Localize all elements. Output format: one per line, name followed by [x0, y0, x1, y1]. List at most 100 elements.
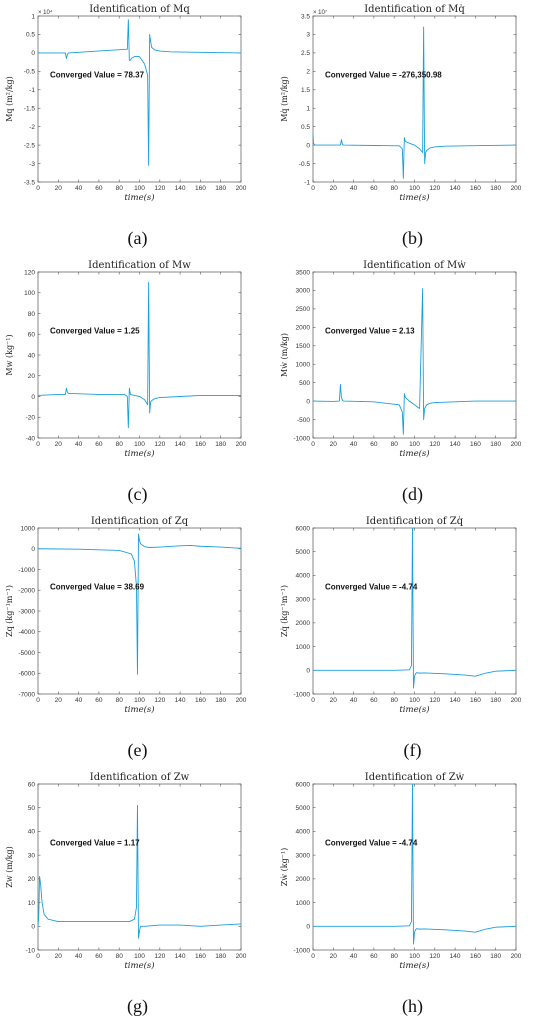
x-tick-label: 100 — [134, 953, 145, 960]
x-tick-label: 140 — [450, 185, 461, 192]
y-tick-label: -3000 — [18, 608, 35, 615]
y-axis-label: Zq̇ (kg⁻¹m⁻¹) — [280, 585, 289, 637]
y-tick-label: 1000 — [296, 362, 311, 369]
x-tick-label: 140 — [450, 697, 461, 704]
x-tick-label: 100 — [134, 185, 145, 192]
y-tick-label: 3.5 — [301, 13, 310, 20]
converged-value-annotation: Converged Value = -4.74 — [325, 582, 418, 591]
y-tick-label: 4000 — [296, 573, 311, 580]
x-tick-label: 0 — [36, 185, 40, 192]
x-tick-label: 60 — [370, 441, 378, 448]
y-tick-label: 60 — [28, 781, 36, 788]
chart-panel-f: Identification of Zq̇ 0 20 40 60 80 100 120 140 1… — [275, 512, 550, 768]
y-exponent-label: × 10⁴ — [38, 9, 53, 16]
x-tick-label: 60 — [95, 953, 103, 960]
y-tick-label: 2000 — [296, 325, 311, 332]
y-axis-label: Mq̇ (m²/kg) — [280, 76, 289, 122]
caption-c: (c) — [127, 484, 148, 504]
x-tick-label: 0 — [311, 441, 315, 448]
series-line — [313, 783, 517, 945]
x-tick-label: 160 — [195, 441, 206, 448]
y-tick-label: -1 — [29, 87, 35, 94]
x-tick-label: 180 — [490, 697, 501, 704]
y-tick-label: -2.5 — [24, 142, 36, 149]
x-tick-label: 80 — [391, 185, 399, 192]
y-tick-label: -1000 — [293, 435, 310, 442]
plot-frame — [312, 271, 517, 439]
x-axis-label: time(s) — [399, 704, 429, 715]
x-tick-label: 20 — [330, 441, 338, 448]
x-tick-label: 200 — [236, 185, 247, 192]
x-tick-label: 160 — [195, 185, 206, 192]
x-axis-label: time(s) — [399, 960, 429, 971]
x-tick-label: 20 — [55, 953, 63, 960]
chart-b-svg: Identification of Mq̇0 20 40 60 80 100 120 140 1… — [280, 4, 522, 203]
y-tick-label: 5000 — [296, 805, 311, 812]
y-tick-label: 0 — [31, 546, 35, 553]
y-tick-label: -500 — [297, 417, 310, 424]
x-tick-label: 120 — [429, 185, 440, 192]
x-tick-label: 200 — [511, 185, 522, 192]
y-tick-label: 40 — [28, 829, 36, 836]
series-line — [38, 19, 242, 166]
chart-panel-d: Identification of Mẇ 0 20 40 60 80 100 120 140 16… — [275, 256, 550, 512]
y-tick-label: -1000 — [293, 691, 310, 698]
x-tick-label: 200 — [511, 953, 522, 960]
converged-value-annotation: Converged Value = 1.25 — [50, 326, 140, 335]
caption-d: (d) — [402, 484, 423, 504]
x-tick-label: 0 — [36, 953, 40, 960]
y-tick-label: -1 — [304, 179, 310, 186]
x-tick-label: 140 — [175, 953, 186, 960]
x-tick-label: 0 — [311, 953, 315, 960]
x-tick-label: 80 — [391, 953, 399, 960]
converged-value-annotation: Converged Value = -4.74 — [325, 838, 418, 847]
y-tick-label: 1.5 — [301, 87, 310, 94]
y-axis-label: Zw (m/kg) — [5, 846, 14, 887]
x-tick-label: 140 — [175, 441, 186, 448]
x-tick-label: 0 — [311, 185, 315, 192]
y-tick-label: 0 — [306, 398, 310, 405]
x-tick-label: 100 — [409, 953, 420, 960]
y-tick-label: 60 — [28, 332, 36, 339]
chart-panel-g: Identification of Zw 0 20 40 60 80 100 120 140 16… — [0, 768, 275, 1024]
y-tick-label: -40 — [26, 435, 36, 442]
x-tick-label: 100 — [409, 697, 420, 704]
chart-title: Identification of Zq — [91, 516, 189, 527]
x-axis-label: time(s) — [124, 448, 154, 459]
chart-title: Identification of Mw — [88, 260, 191, 271]
x-tick-label: 60 — [370, 697, 378, 704]
y-tick-label: 1000 — [296, 644, 311, 651]
x-tick-label: 200 — [236, 953, 247, 960]
x-tick-label: 140 — [175, 185, 186, 192]
y-tick-label: 2000 — [296, 620, 311, 627]
x-tick-label: 200 — [511, 441, 522, 448]
x-tick-label: 160 — [195, 697, 206, 704]
x-tick-label: 200 — [236, 441, 247, 448]
y-tick-label: 500 — [299, 380, 310, 387]
y-axis-label: Mw (kg⁻¹) — [5, 334, 14, 375]
caption-f: (f) — [403, 740, 422, 760]
x-tick-label: 80 — [391, 441, 399, 448]
y-tick-label: 0 — [31, 924, 35, 931]
x-tick-label: 120 — [429, 953, 440, 960]
plot-frame — [37, 15, 242, 183]
chart-d-svg: Identification of Mẇ 0 20 40 60 80 100 120 140 16… — [280, 260, 522, 459]
chart-h-svg: Identification of Zẇ 0 20 40 60 80 100 120 140 16… — [280, 772, 522, 971]
x-tick-label: 80 — [116, 953, 124, 960]
chart-title: Identification of Mq — [89, 4, 190, 15]
caption-h: (h) — [402, 996, 423, 1016]
y-tick-label: -1000 — [18, 567, 35, 574]
x-tick-label: 20 — [330, 697, 338, 704]
y-tick-label: 3000 — [296, 596, 311, 603]
chart-a-svg: Identification of Mq 0 20 40 60 80 100 120 140 16… — [5, 4, 247, 203]
x-tick-label: 80 — [116, 441, 124, 448]
x-tick-label: 160 — [470, 185, 481, 192]
series-line — [313, 527, 517, 689]
y-tick-label: 1500 — [296, 343, 311, 350]
x-tick-label: 20 — [55, 441, 63, 448]
y-tick-label: 40 — [28, 352, 36, 359]
x-tick-label: 140 — [175, 697, 186, 704]
y-axis-label: Zẇ (kg⁻¹) — [280, 848, 289, 887]
y-tick-label: 3500 — [296, 269, 311, 276]
y-axis-label: Mq (m²/kg) — [5, 76, 14, 122]
